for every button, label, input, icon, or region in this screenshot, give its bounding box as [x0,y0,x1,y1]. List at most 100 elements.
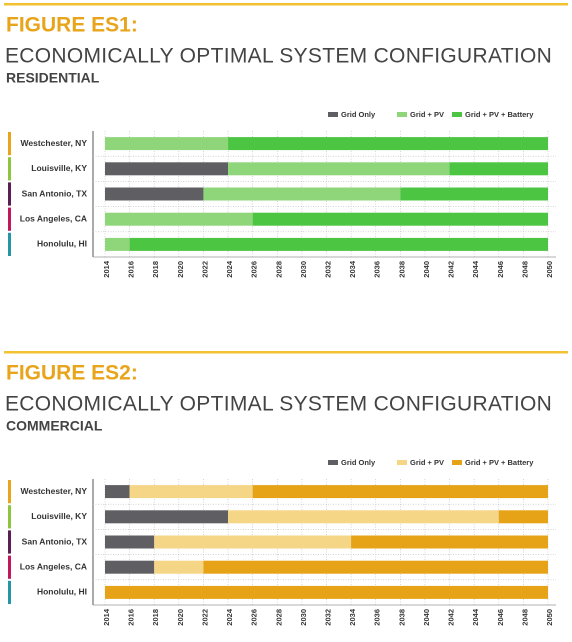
x-tick-label: 2046 [496,609,505,626]
x-tick-label: 2018 [151,261,160,278]
x-tick-label: 2044 [471,260,480,278]
row-marker [8,232,11,256]
legend-label: Grid Only [341,458,376,467]
y-tick-label: Los Angeles, CA [20,561,87,571]
row-marker [8,555,11,579]
x-tick-label: 2028 [274,261,283,278]
chart-subtitle2: COMMERCIAL [6,418,103,434]
chart-subtitle: ECONOMICALLY OPTIMAL SYSTEM CONFIGURATIO… [5,393,552,416]
legend-swatch [397,460,407,465]
x-tick-label: 2028 [274,609,283,626]
row-marker [8,157,11,181]
legend-label: Grid + PV [410,110,444,119]
x-tick-label: 2016 [127,261,136,278]
figure-title: FIGURE ES2: [6,362,138,385]
bar-segment [228,137,549,151]
bar-segment [228,510,499,524]
bar-segment [105,560,155,574]
top-rule [4,351,568,354]
x-tick-label: 2024 [225,260,234,278]
bar-segment [400,187,548,201]
row-marker [8,580,11,604]
legend-swatch [397,112,407,117]
x-tick-label: 2038 [397,609,406,626]
x-tick-label: 2032 [323,261,332,278]
chart-subtitle2: RESIDENTIAL [6,70,100,86]
bar-segment [129,237,548,251]
row-marker [8,505,11,529]
x-tick-label: 2034 [348,608,357,626]
x-tick-label: 2026 [250,609,259,626]
legend-label: Grid Only [341,110,376,119]
bar-segment [228,162,450,176]
bar-segment [449,162,548,176]
x-tick-label: 2050 [545,261,554,278]
top-rule [4,3,568,6]
y-tick-label: San Antonio, TX [22,188,88,198]
x-tick-label: 2050 [545,609,554,626]
y-tick-label: Honolulu, HI [37,587,87,597]
x-tick-label: 2036 [373,609,382,626]
x-tick-label: 2014 [102,608,111,626]
x-tick-label: 2034 [348,260,357,278]
bar-segment [105,585,548,599]
legend-label: Grid + PV + Battery [465,458,534,467]
x-tick-label: 2036 [373,261,382,278]
bar-segment [203,560,548,574]
legend-label: Grid + PV [410,458,444,467]
row-marker [8,530,11,554]
bar-segment [105,212,253,226]
x-tick-label: 2018 [151,609,160,626]
row-marker [8,207,11,231]
x-tick-label: 2030 [299,609,308,626]
bar-segment [129,485,253,499]
x-tick-label: 2044 [471,608,480,626]
bar-segment [252,212,548,226]
x-tick-label: 2040 [422,609,431,626]
x-tick-label: 2024 [225,608,234,626]
y-tick-label: Louisville, KY [31,511,87,521]
y-tick-label: Los Angeles, CA [20,213,87,223]
x-tick-label: 2042 [447,609,456,626]
bar-segment [351,535,548,549]
x-tick-label: 2038 [397,261,406,278]
x-tick-label: 2030 [299,261,308,278]
legend-swatch [328,112,338,117]
bar-segment [203,187,401,201]
bar-segment [252,485,548,499]
x-tick-label: 2022 [200,609,209,626]
legend-label: Grid + PV + Battery [465,110,534,119]
bar-segment [154,560,204,574]
y-tick-label: Louisville, KY [31,163,87,173]
x-tick-label: 2048 [520,261,529,278]
bar-segment [105,237,130,251]
row-marker [8,132,11,156]
bar-segment [105,162,229,176]
bar-segment [498,510,548,524]
legend-swatch [328,460,338,465]
bar-segment [105,137,229,151]
bar-segment [105,485,130,499]
row-marker [8,182,11,206]
x-tick-label: 2042 [447,261,456,278]
x-tick-label: 2020 [176,261,185,278]
y-tick-label: Honolulu, HI [37,239,87,249]
x-tick-label: 2048 [520,609,529,626]
y-tick-label: Westchester, NY [21,486,88,496]
x-tick-label: 2016 [127,609,136,626]
bar-segment [105,187,204,201]
y-tick-label: Westchester, NY [21,138,88,148]
x-tick-label: 2020 [176,609,185,626]
figure-title: FIGURE ES1: [6,14,138,37]
x-tick-label: 2026 [250,261,259,278]
x-tick-label: 2022 [200,261,209,278]
x-tick-label: 2032 [323,609,332,626]
y-tick-label: San Antonio, TX [22,536,88,546]
x-tick-label: 2040 [422,261,431,278]
bar-segment [105,510,229,524]
row-marker [8,480,11,504]
bar-segment [105,535,155,549]
chart-subtitle: ECONOMICALLY OPTIMAL SYSTEM CONFIGURATIO… [5,45,552,68]
legend-swatch [452,112,462,117]
